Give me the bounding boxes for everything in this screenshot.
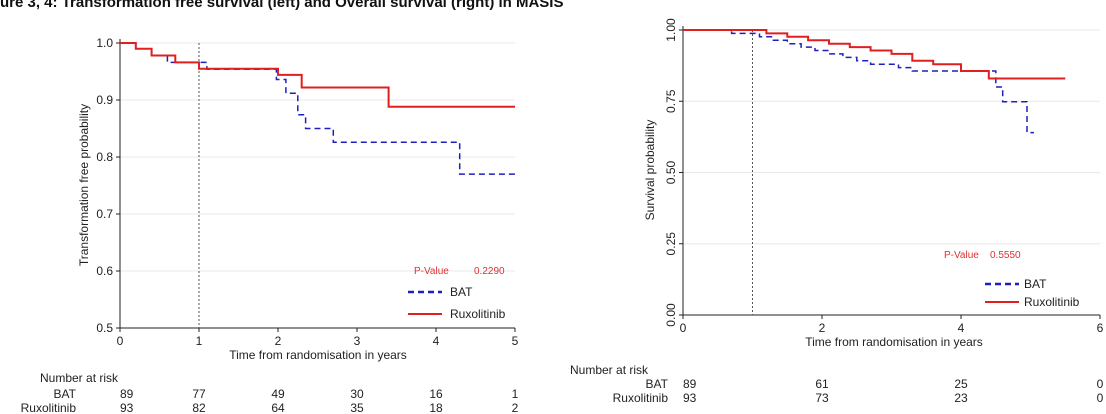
chart1-y-tick-label: 1.0: [96, 36, 113, 50]
chart2-risk-value: 23: [954, 391, 968, 405]
chart2-pvalue-label: P-Value: [944, 250, 979, 261]
chart1-x-tick-label: 0: [117, 334, 124, 348]
chart1-x-tick-label: 2: [275, 334, 282, 348]
chart2-risk-table-header: Number at risk: [570, 363, 649, 377]
chart1-risk-value: 18: [429, 401, 443, 414]
chart1-x-tick-label: 4: [433, 334, 440, 348]
chart2-risk-row-label: Ruxolitinib: [613, 391, 669, 405]
chart2-risk-value: 0: [1097, 377, 1104, 391]
chart2-risk-value: 61: [815, 377, 829, 391]
chart2-series-ruxolitinib: [683, 29, 1066, 80]
chart2-risk-value: 93: [683, 391, 697, 405]
chart2-y-tick-label: 0.25: [664, 232, 678, 256]
chart1-pvalue-value: 0.2290: [474, 266, 505, 277]
chart1-y-tick-label: 0.7: [96, 207, 113, 221]
chart1-risk-value: 93: [120, 401, 134, 414]
chart1-x-axis-label: Time from randomisation in years: [229, 348, 407, 362]
chart1-series-bat: [120, 42, 515, 175]
chart1-x-tick-label: 1: [196, 334, 203, 348]
chart1-risk-value: 16: [429, 387, 443, 401]
chart2-risk-value: 0: [1097, 391, 1104, 405]
chart1-risk-value: 49: [271, 387, 285, 401]
chart1-y-tick-label: 0.6: [96, 264, 113, 278]
chart2-risk-value: 89: [683, 377, 697, 391]
chart2-y-tick-label: 1.00: [664, 18, 678, 42]
chart2-legend-label-bat: BAT: [1024, 277, 1047, 291]
chart1-x-tick-label: 5: [512, 334, 519, 348]
chart1-risk-value: 2: [512, 401, 519, 414]
chart2-legend-label-ruxolitinib: Ruxolitinib: [1024, 295, 1080, 309]
chart1-risk-value: 89: [120, 387, 134, 401]
chart2-pvalue-value: 0.5550: [990, 250, 1021, 261]
chart1-risk-value: 64: [271, 401, 285, 414]
chart2-x-tick-label: 2: [819, 321, 826, 335]
chart1-legend-label-ruxolitinib: Ruxolitinib: [450, 307, 506, 321]
chart2-y-tick-label: 0.00: [664, 303, 678, 327]
chart1-y-tick-label: 0.9: [96, 93, 113, 107]
chart1-risk-value: 1: [512, 387, 519, 401]
chart2-risk-value: 73: [815, 391, 829, 405]
chart2-y-axis-label: Survival probability: [643, 120, 657, 221]
chart1-risk-value: 77: [192, 387, 206, 401]
chart1-risk-value: 30: [350, 387, 364, 401]
chart1-risk-table-header: Number at risk: [40, 371, 119, 385]
chart1-y-tick-label: 0.5: [96, 321, 113, 335]
chart2-y-tick-label: 0.50: [664, 160, 678, 184]
chart1-y-tick-label: 0.8: [96, 150, 113, 164]
chart2-y-tick-label: 0.75: [664, 89, 678, 113]
chart1-legend-label-bat: BAT: [450, 285, 473, 299]
chart1-risk-value: 82: [192, 401, 206, 414]
chart2-x-axis-label: Time from randomisation in years: [805, 335, 983, 349]
chart1-pvalue-label: P-Value: [414, 266, 449, 277]
chart2-x-tick-label: 0: [680, 321, 687, 335]
chart2-risk-value: 25: [954, 377, 968, 391]
chart2-x-tick-label: 4: [958, 321, 965, 335]
chart1-risk-value: 35: [350, 401, 364, 414]
chart2-series-bat: [683, 29, 1034, 134]
chart1-series-ruxolitinib: [120, 42, 515, 108]
chart2-risk-row-label: BAT: [646, 377, 669, 391]
chart1-risk-row-label: Ruxolitinib: [21, 401, 77, 414]
chart1-x-tick-label: 3: [354, 334, 361, 348]
chart2-x-tick-label: 6: [1097, 321, 1104, 335]
chart1-risk-row-label: BAT: [54, 387, 77, 401]
chart1-y-axis-label: Transformation free probability: [77, 104, 91, 266]
figure-title: ure 3, 4: Transformation free survival (…: [0, 0, 564, 11]
